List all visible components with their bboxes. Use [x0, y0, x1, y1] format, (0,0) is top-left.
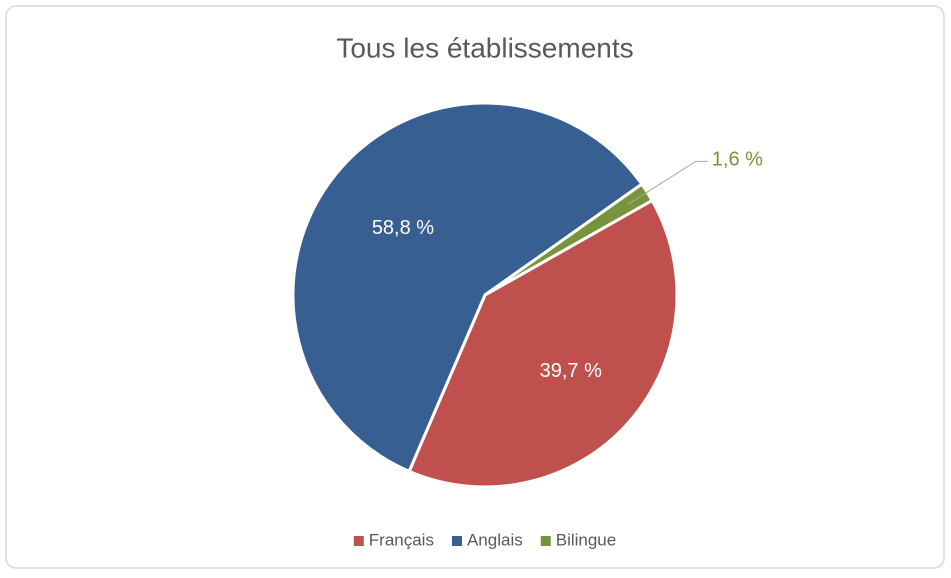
data-label: 58,8 %: [372, 217, 434, 239]
pie-slice: [291, 101, 644, 473]
legend-label: Bilingue: [556, 530, 617, 549]
legend: Français Anglais Bilingue: [353, 530, 617, 549]
legend-label: Français: [369, 530, 434, 549]
chart-title: Tous les établissements: [336, 32, 633, 63]
pie-slice: [407, 198, 679, 489]
data-label: 1,6 %: [712, 149, 763, 171]
leader-line: [627, 160, 708, 205]
data-label: 39,7 %: [540, 360, 602, 382]
legend-swatch: [353, 536, 364, 546]
legend-swatch: [451, 536, 462, 546]
legend-swatch: [540, 536, 551, 546]
legend-label: Anglais: [467, 530, 523, 549]
